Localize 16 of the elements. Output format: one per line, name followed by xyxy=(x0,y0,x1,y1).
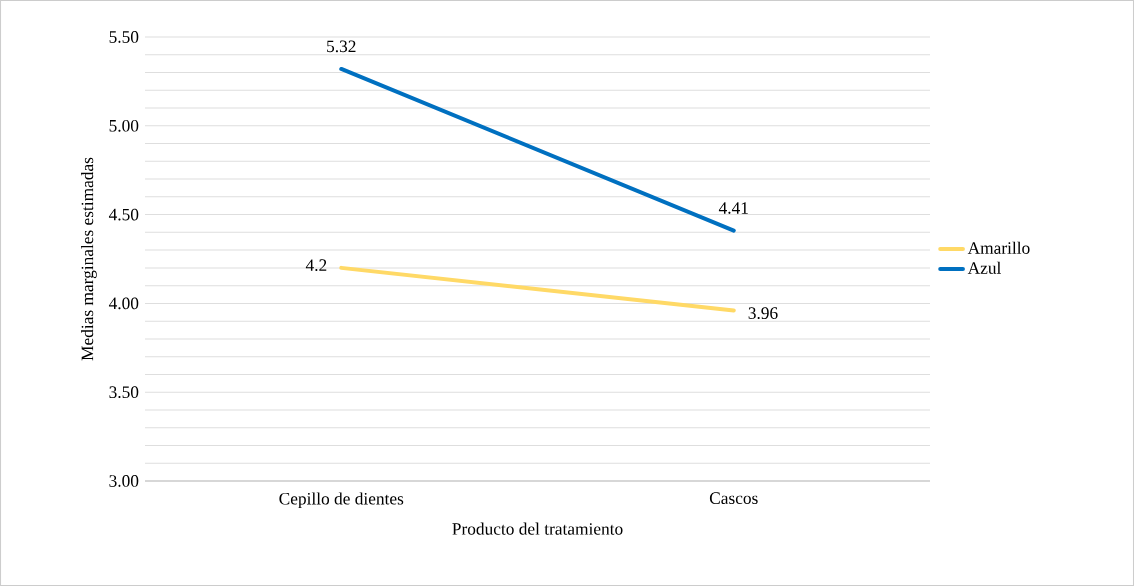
legend-label: Azul xyxy=(967,261,1001,274)
y-tick-label: 5.50 xyxy=(109,31,139,43)
data-label: 4.2 xyxy=(305,259,327,272)
y-tick-label: 5.00 xyxy=(109,119,139,132)
data-label: 4.41 xyxy=(718,202,748,214)
x-tick-label: Cepillo de dientes xyxy=(279,492,404,509)
data-label: 3.96 xyxy=(748,307,778,320)
y-tick-label: 3.50 xyxy=(109,386,139,399)
y-axis-title: Medias marginales estimadas xyxy=(81,157,97,361)
data-label: 5.32 xyxy=(327,40,356,53)
y-tick-label: 4.00 xyxy=(108,297,139,310)
legend-label: Amarillo xyxy=(967,241,1030,254)
y-tick-label: 3.00 xyxy=(109,475,139,487)
x-axis-title: Producto del tratamiento xyxy=(452,522,623,535)
y-tick-label: 4.50 xyxy=(108,208,139,221)
x-tick-label: Cascos xyxy=(709,492,758,505)
